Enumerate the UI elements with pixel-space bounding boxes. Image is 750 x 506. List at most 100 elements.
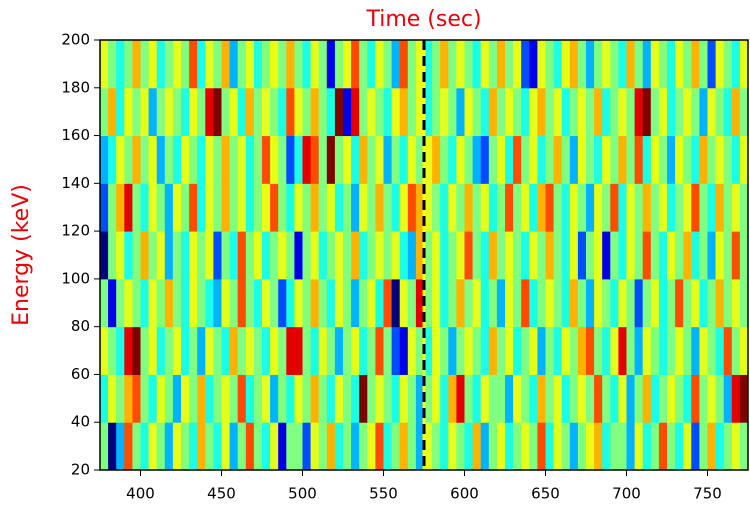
heat-cell: [100, 374, 109, 423]
heat-cell: [286, 135, 295, 184]
heat-cell: [521, 374, 530, 423]
heat-cell: [351, 87, 360, 137]
heat-cell: [553, 231, 563, 280]
heat-cell: [181, 374, 190, 423]
heat-cell: [334, 374, 344, 423]
heat-cell: [488, 278, 498, 328]
heat-cell: [553, 326, 563, 375]
heat-cell: [529, 422, 538, 471]
heat-cell: [569, 326, 579, 375]
heat-cell: [699, 231, 708, 280]
heat-cell: [262, 135, 271, 184]
heat-cell: [132, 422, 141, 471]
heat-cell: [213, 135, 222, 184]
heat-cell: [577, 326, 587, 375]
heat-cell: [472, 374, 482, 423]
heat-cell: [691, 278, 700, 328]
heat-cell: [189, 87, 198, 137]
heat-cell: [383, 422, 393, 471]
heat-cell: [116, 278, 125, 328]
heat-cell: [569, 183, 579, 232]
heat-cell: [375, 278, 384, 328]
heat-cell: [367, 135, 376, 184]
x-tick-label: 550: [369, 485, 398, 503]
heat-cell: [634, 87, 644, 137]
heat-cell: [480, 374, 490, 423]
heat-cell: [432, 374, 441, 423]
heat-cell: [229, 87, 239, 137]
heat-cell: [569, 231, 579, 280]
heat-cell: [731, 40, 741, 89]
heat-cell: [537, 183, 546, 232]
heat-cell: [181, 326, 190, 375]
heat-cell: [245, 422, 255, 471]
heat-cell: [294, 326, 303, 375]
heat-cell: [675, 374, 684, 423]
heat-cell: [569, 422, 579, 471]
heat-cell: [124, 183, 133, 232]
heat-cell: [108, 135, 117, 184]
heat-cell: [294, 87, 303, 137]
heat-cell: [553, 183, 563, 232]
heat-cell: [699, 278, 708, 328]
heat-cell: [164, 183, 174, 232]
heat-cell: [731, 422, 741, 471]
heat-cell: [529, 278, 538, 328]
heat-cell: [375, 135, 384, 184]
heat-cell: [253, 326, 263, 375]
heat-cell: [480, 231, 490, 280]
heat-cell: [237, 326, 247, 375]
heat-cell: [140, 87, 150, 137]
heat-cell: [691, 183, 700, 232]
heat-cell: [577, 374, 587, 423]
heat-cell: [399, 40, 409, 89]
heat-cell: [181, 422, 190, 471]
heat-cell: [553, 135, 563, 184]
heat-cell: [424, 231, 433, 280]
heat-cell: [521, 231, 530, 280]
heat-cell: [270, 374, 279, 423]
heat-cell: [553, 278, 563, 328]
heat-cell: [715, 422, 725, 471]
heat-cell: [545, 135, 555, 184]
heat-cell: [359, 231, 368, 280]
heat-cell: [221, 374, 231, 423]
heat-cell: [407, 231, 417, 280]
heat-cell: [148, 40, 158, 89]
heat-cell: [488, 87, 498, 137]
heat-cell: [205, 326, 214, 375]
heat-cell: [245, 374, 255, 423]
heat-cell: [253, 231, 263, 280]
heat-cell: [472, 40, 482, 89]
heat-cell: [658, 135, 668, 184]
heat-cell: [707, 87, 717, 137]
heat-cell: [181, 231, 190, 280]
heat-cell: [229, 326, 239, 375]
heat-cell: [521, 135, 530, 184]
heat-cell: [205, 422, 214, 471]
x-tick-label: 500: [288, 485, 317, 503]
heat-cell: [262, 231, 271, 280]
heat-cell: [561, 40, 571, 89]
heat-cell: [691, 422, 700, 471]
heat-cell: [197, 135, 206, 184]
heat-cell: [496, 278, 506, 328]
heat-cell: [124, 278, 133, 328]
heat-cell: [197, 231, 206, 280]
heat-cell: [472, 278, 482, 328]
heat-cell: [456, 40, 465, 89]
heat-cell: [359, 278, 368, 328]
heat-cell: [618, 422, 627, 471]
heat-cell: [189, 326, 198, 375]
y-tick-label: 160: [61, 126, 90, 144]
heat-cell: [229, 40, 239, 89]
heat-cell: [302, 374, 312, 423]
heat-cell: [213, 87, 222, 137]
heat-cell: [699, 40, 708, 89]
heat-cell: [302, 40, 312, 89]
heat-cell: [505, 183, 514, 232]
heat-cell: [351, 183, 360, 232]
heat-cell: [699, 87, 708, 137]
heat-cell: [488, 135, 498, 184]
heat-cell: [569, 278, 579, 328]
